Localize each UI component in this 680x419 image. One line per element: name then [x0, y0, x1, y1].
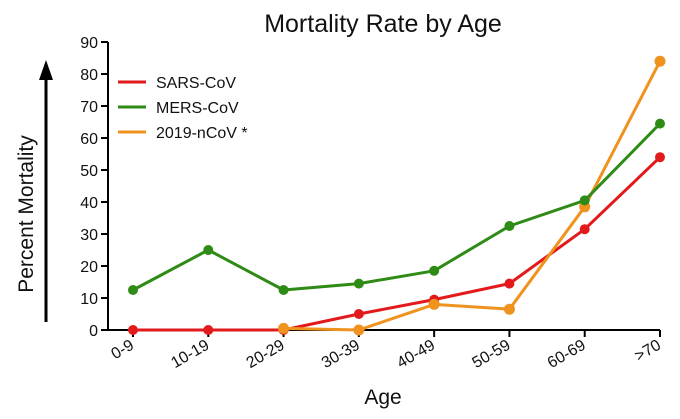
series-2019-ncov	[278, 55, 666, 336]
data-point-2019-ncov	[428, 298, 440, 310]
data-point-mers-cov	[353, 278, 364, 289]
x-tick-label: >70	[632, 337, 664, 365]
x-tick-label: 30-39	[319, 337, 363, 372]
y-tick-label: 30	[80, 227, 98, 244]
y-axis-label: Percent Mortality	[15, 135, 38, 293]
series-mers-cov	[128, 118, 665, 295]
y-tick-label: 80	[80, 67, 98, 84]
y-tick-label: 50	[80, 163, 98, 180]
y-axis-label-group: Percent Mortality	[15, 60, 53, 322]
data-point-2019-ncov	[654, 55, 666, 67]
x-tick-label: 0-9	[108, 337, 137, 363]
data-point-sars-cov	[655, 152, 665, 163]
data-point-sars-cov	[579, 224, 590, 235]
data-point-mers-cov	[429, 265, 440, 276]
data-point-2019-ncov	[278, 322, 290, 334]
y-tick-label: 20	[80, 259, 98, 276]
y-tick-label: 60	[80, 131, 98, 148]
series-line-mers-cov	[132, 122, 662, 292]
data-point-sars-cov	[203, 325, 214, 335]
legend-label-sars-cov: SARS-CoV	[156, 75, 236, 92]
data-point-sars-cov	[504, 278, 515, 289]
y-tick-label: 0	[89, 323, 98, 340]
data-point-mers-cov	[278, 285, 289, 295]
data-point-mers-cov	[579, 195, 590, 206]
x-tick-label: 20-29	[244, 337, 288, 372]
data-point-mers-cov	[203, 245, 214, 255]
data-point-mers-cov	[504, 221, 515, 231]
chart-title: Mortality Rate by Age	[264, 10, 502, 38]
series-sars-cov	[128, 152, 665, 335]
y-tick-label: 40	[80, 195, 98, 212]
data-point-sars-cov	[353, 309, 364, 319]
y-tick-label: 10	[80, 291, 98, 308]
y-tick-label: 70	[80, 99, 98, 116]
x-tick-label: 40-49	[394, 337, 438, 372]
x-tick-label: 50-59	[469, 337, 513, 372]
series-layer	[128, 55, 666, 336]
legend-label-mers-cov: MERS-CoV	[156, 100, 239, 117]
x-axis-label: Age	[364, 386, 401, 409]
x-tick-label: 60-69	[545, 337, 589, 372]
legend-label-2019-ncov: 2019-nCoV *	[156, 125, 248, 142]
data-point-mers-cov	[128, 285, 138, 295]
legend: SARS-CoV MERS-CoV 2019-nCoV *	[118, 75, 248, 142]
data-point-2019-ncov	[503, 303, 515, 315]
x-tick-label: 10-19	[168, 337, 212, 372]
data-point-sars-cov	[128, 325, 138, 335]
data-point-2019-ncov	[353, 324, 365, 336]
series-line-sars-cov	[133, 156, 662, 332]
series-line-2019-ncov	[283, 60, 662, 332]
y-label-arrow-head	[39, 60, 53, 80]
y-tick-label: 90	[80, 35, 98, 52]
data-point-mers-cov	[655, 118, 665, 129]
